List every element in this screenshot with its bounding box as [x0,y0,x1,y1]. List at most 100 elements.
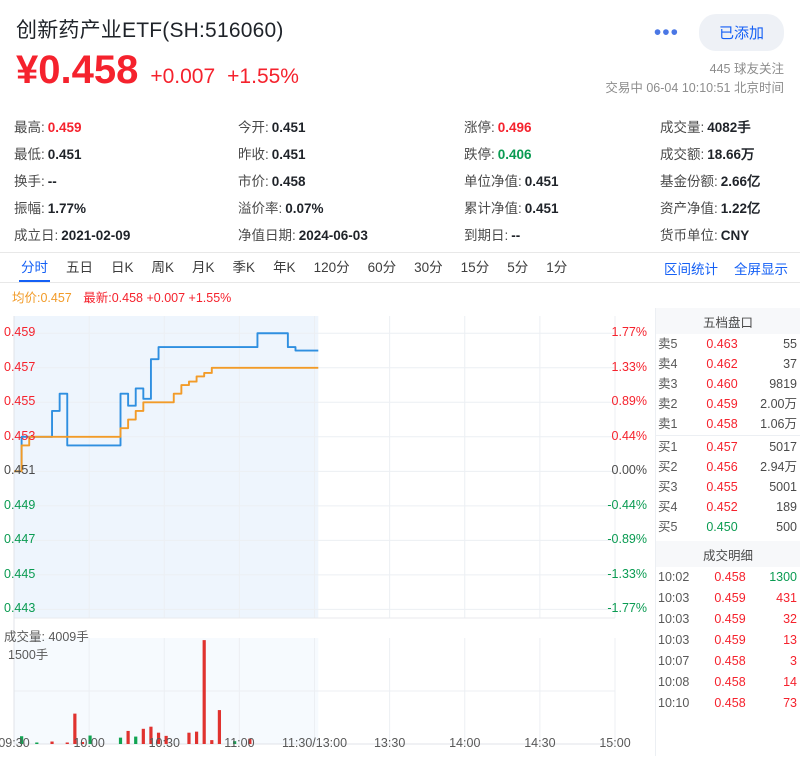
stat-item: 累计净值: 0.451 [434,197,644,217]
stat-value: 0.451 [47,147,82,162]
bid-row[interactable]: 买2 0.456 2.94万 [656,457,800,477]
stat-label: 最高: [14,120,45,135]
bid-row[interactable]: 买4 0.452 189 [656,497,800,517]
stat-value: 0.451 [524,174,559,189]
order-quantity: 2.94万 [760,460,797,474]
tab-5分[interactable]: 5分 [507,259,529,275]
tab-30分[interactable]: 30分 [414,259,443,275]
ask-row[interactable]: 卖1 0.458 1.06万 [656,414,800,434]
added-to-watchlist-button[interactable]: 已添加 [698,14,784,51]
trade-price: 0.458 [714,675,746,689]
volume-bar [217,710,222,744]
volume-bar [210,740,214,744]
order-quantity: 5001 [769,480,797,494]
stat-label: 最低: [14,147,45,162]
tab-日K[interactable]: 日K [111,259,134,275]
trade-quantity: 32 [783,612,797,626]
order-level-label: 买3 [658,480,678,494]
trade-price: 0.458 [714,654,746,668]
y-axis-percent-tick: -1.77% [607,601,647,616]
header-actions: ••• 已添加 [648,14,784,51]
trade-row[interactable]: 10:03 0.459 431 [656,588,800,609]
volume-bar [194,731,199,744]
volume-scale-label: 1500手 [8,648,49,662]
order-quantity: 2.00万 [760,397,797,411]
y-axis-tick: 0.443 [4,601,36,616]
ask-row[interactable]: 卖2 0.459 2.00万 [656,394,800,414]
order-price: 0.458 [706,417,738,431]
timeline-chart[interactable]: 雪球 0.459 0.457 0.455 0.453 0.451 0.449 0.447 0.… [0,308,655,756]
bid-row[interactable]: 买5 0.450 500 [656,517,800,537]
stat-value: 0.451 [524,201,559,216]
tab-15分[interactable]: 15分 [460,259,490,275]
order-price: 0.456 [706,460,738,474]
stat-value: 0.406 [497,147,532,162]
chart-series-均价 [14,366,319,473]
tab-年K[interactable]: 年K [273,259,296,275]
bid-row[interactable]: 买3 0.455 5001 [656,477,800,497]
more-options-icon[interactable]: ••• [653,20,679,44]
stat-label: 昨收: [238,147,269,162]
tool-全屏显示[interactable]: 全屏显示 [734,261,788,277]
tab-五日[interactable]: 五日 [66,259,93,275]
trade-row[interactable]: 10:08 0.458 14 [656,672,800,693]
y-axis-percent-tick: 0.00% [611,463,647,478]
trade-row[interactable]: 10:07 0.458 3 [656,651,800,672]
ask-row[interactable]: 卖3 0.460 9819 [656,374,800,394]
ask-row[interactable]: 卖5 0.463 55 [656,334,800,354]
stat-value: 0.451 [271,147,306,162]
tab-120分[interactable]: 120分 [313,259,350,275]
trade-time: 10:07 [658,654,690,668]
stat-value: 2024-06-03 [298,228,368,243]
order-quantity: 500 [776,520,797,534]
ask-row[interactable]: 卖4 0.462 37 [656,354,800,374]
tab-月K[interactable]: 月K [192,259,215,275]
stat-item: 货币单位: CNY [644,224,800,244]
stat-item: 成交量: 4082手 [644,116,800,136]
stat-value: 1.77% [47,201,87,216]
quote-meta: 445 球友关注 交易中 06-04 10:10:51 北京时间 [605,60,784,98]
order-level-label: 买1 [658,440,678,454]
stat-item: 成交额: 18.66万 [644,143,800,163]
stat-value: 0.451 [271,120,306,135]
volume-bar [187,732,191,744]
stat-label: 市价: [238,174,269,189]
trade-row[interactable]: 10:10 0.458 73 [656,693,800,714]
order-price: 0.455 [706,480,738,494]
y-axis-tick: 0.459 [4,325,36,340]
trade-time: 10:08 [658,675,690,689]
x-axis-tick: 14:00 [449,736,481,750]
volume-bar [248,738,252,744]
tool-区间统计[interactable]: 区间统计 [664,261,718,277]
trade-quantity: 431 [776,591,797,605]
trade-quantity: 3 [790,654,797,668]
order-level-label: 买4 [658,500,678,514]
tab-分时[interactable]: 分时 [12,253,57,283]
price-change-percent: +1.55% [227,65,299,88]
order-level-label: 卖1 [658,417,678,431]
tab-季K[interactable]: 季K [232,259,256,275]
stat-value: -- [47,174,57,189]
tab-周K[interactable]: 周K [151,259,175,275]
stat-label: 货币单位: [660,228,718,243]
x-axis-tick: 14:30 [524,736,556,750]
statistics-grid: 最高: 0.459 今开: 0.451 涨停: 0.496 成交量: 4082手 最低: 0.45… [0,110,800,252]
volume-bar [118,737,123,744]
y-axis-percent-tick: 0.89% [611,394,647,409]
trade-row[interactable]: 10:03 0.459 32 [656,609,800,630]
order-level-label: 卖5 [658,337,678,351]
bid-row[interactable]: 买1 0.457 5017 [656,437,800,457]
volume-bar [141,728,145,744]
tab-1分[interactable]: 1分 [546,259,568,275]
y-axis-tick: 0.453 [4,428,36,443]
stat-label: 净值日期: [238,228,296,243]
trade-row[interactable]: 10:02 0.458 1300 [656,567,800,588]
stat-value: CNY [720,228,750,243]
order-book-divider [656,435,800,436]
tab-60分[interactable]: 60分 [367,259,397,275]
volume-bar [65,742,69,744]
stat-item: 最高: 0.459 [14,116,224,136]
trade-row[interactable]: 10:03 0.459 13 [656,630,800,651]
trade-quantity: 1300 [769,570,797,584]
